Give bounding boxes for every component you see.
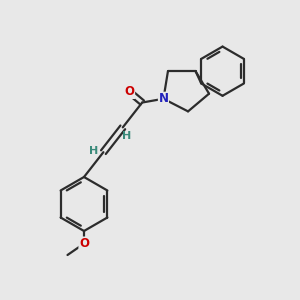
Text: H: H [122,131,131,141]
Text: O: O [124,85,134,98]
Text: H: H [89,146,98,156]
Text: N: N [158,92,169,105]
Text: O: O [79,237,89,250]
